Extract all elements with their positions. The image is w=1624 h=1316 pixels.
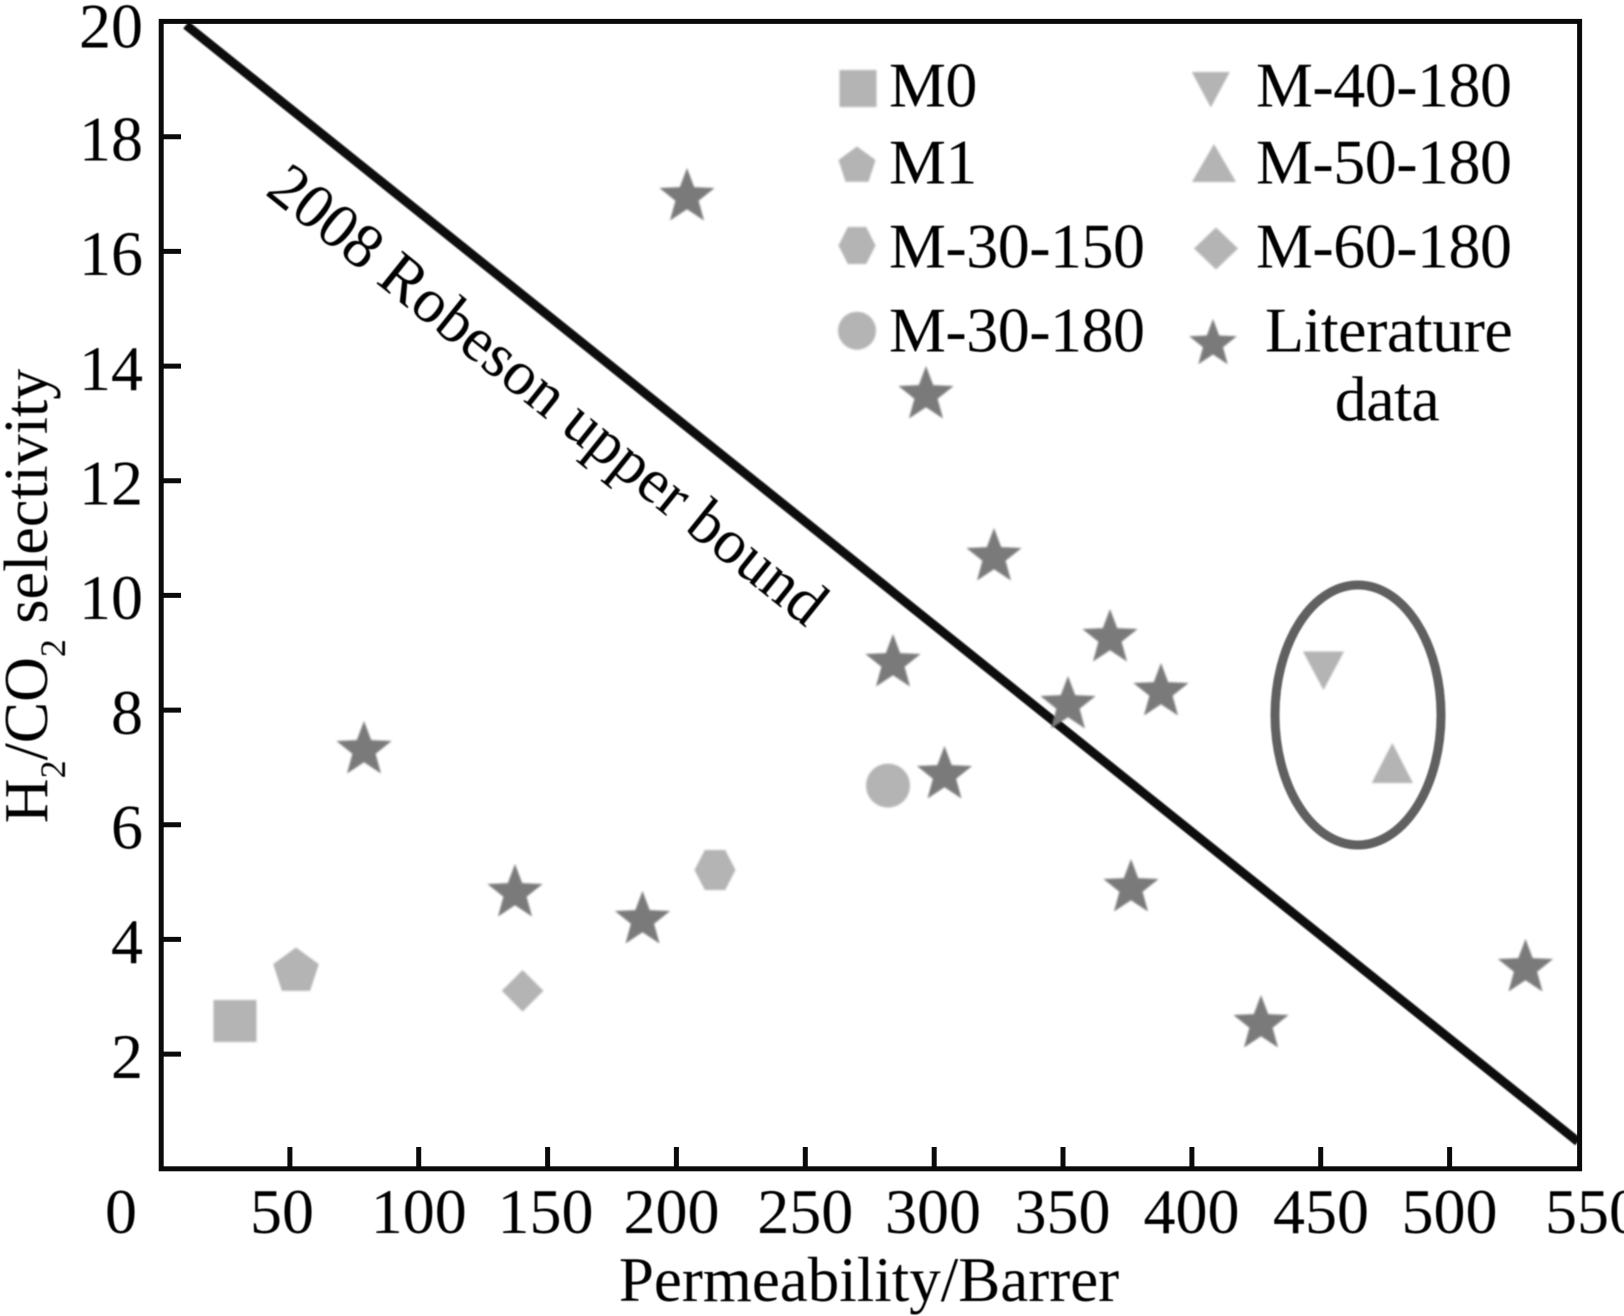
svg-text:H2/CO2 selectivity: H2/CO2 selectivity [0,369,73,823]
svg-text:12: 12 [79,447,143,518]
svg-text:M-30-180: M-30-180 [889,295,1145,366]
svg-text:18: 18 [79,103,143,174]
svg-text:350: 350 [1015,1176,1111,1247]
svg-text:M1: M1 [889,127,977,198]
svg-text:M-50-180: M-50-180 [1256,127,1512,198]
svg-text:Permeability/Barrer: Permeability/Barrer [619,1245,1119,1315]
svg-text:450: 450 [1273,1176,1369,1247]
svg-text:50: 50 [250,1176,314,1247]
svg-text:M0: M0 [889,50,977,121]
svg-text:14: 14 [79,333,143,404]
svg-text:16: 16 [79,218,143,289]
svg-text:8: 8 [111,677,143,748]
svg-text:100: 100 [371,1176,467,1247]
svg-text:0: 0 [105,1176,137,1247]
svg-text:6: 6 [111,792,143,863]
svg-text:20: 20 [79,0,143,62]
svg-text:200: 200 [624,1176,720,1247]
svg-text:550: 550 [1545,1176,1624,1247]
svg-text:300: 300 [885,1176,981,1247]
svg-text:400: 400 [1144,1176,1240,1247]
svg-text:Literature: Literature [1265,295,1512,366]
svg-text:M-40-180: M-40-180 [1256,50,1512,121]
svg-text:4: 4 [111,906,143,977]
svg-text:10: 10 [79,562,143,633]
svg-text:data: data [1335,364,1440,435]
svg-text:150: 150 [498,1176,594,1247]
svg-text:2: 2 [111,1021,143,1092]
svg-text:M-60-180: M-60-180 [1256,211,1512,282]
svg-text:500: 500 [1402,1176,1498,1247]
svg-text:M-30-150: M-30-150 [889,211,1145,282]
svg-text:250: 250 [757,1176,853,1247]
